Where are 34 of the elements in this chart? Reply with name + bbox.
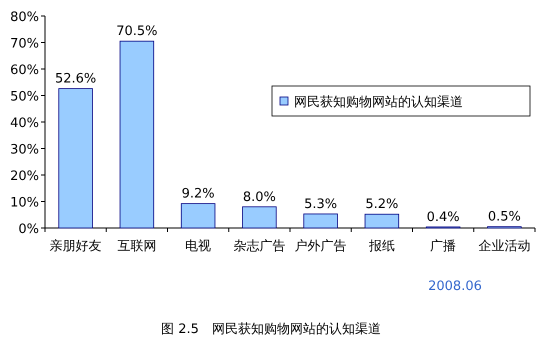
x-tick-label: 广播 bbox=[430, 239, 456, 254]
data-label: 52.6% bbox=[54, 72, 96, 87]
bar bbox=[242, 206, 277, 228]
y-tick-label: 0% bbox=[18, 222, 39, 237]
x-tick-label: 报纸 bbox=[368, 239, 395, 254]
y-tick-label: 20% bbox=[10, 169, 39, 184]
data-label: 0.5% bbox=[488, 210, 521, 225]
data-label: 9.2% bbox=[182, 186, 215, 202]
bar bbox=[303, 214, 338, 228]
x-tick-label: 杂志广告 bbox=[233, 239, 286, 254]
bar bbox=[58, 88, 93, 228]
data-label: 70.5% bbox=[116, 24, 158, 40]
x-tick-label: 企业活动 bbox=[478, 239, 530, 254]
y-tick-label: 40% bbox=[10, 116, 39, 131]
bar bbox=[180, 203, 216, 228]
caption: 图 2.5 网民获知购物网站的认知渠道 bbox=[161, 322, 381, 337]
x-tick-label: 户外广告 bbox=[294, 239, 347, 254]
bar bbox=[364, 214, 400, 228]
y-tick-label: 10% bbox=[10, 196, 39, 210]
text: 2008.06 bbox=[428, 279, 482, 294]
y-tick-label: 80% bbox=[10, 10, 39, 25]
x-tick-label: 亲朋好友 bbox=[50, 239, 102, 254]
x-tick-label: 电视 bbox=[185, 239, 212, 254]
data-label: 5.3% bbox=[304, 196, 338, 212]
x-tick-label: 互联网 bbox=[117, 239, 156, 254]
data-label: 0.4% bbox=[426, 210, 460, 225]
y-tick-label: 50% bbox=[10, 90, 39, 104]
data-label: 8.0% bbox=[242, 190, 276, 205]
data-label: 5.2% bbox=[365, 197, 398, 212]
bar bbox=[120, 40, 154, 228]
legend-label: 网民获知购物网站的认知渠道 bbox=[294, 95, 463, 110]
y-tick-label: 70% bbox=[10, 36, 39, 52]
y-tick-label: 30% bbox=[10, 142, 39, 158]
y-tick-label: 60% bbox=[10, 63, 39, 78]
